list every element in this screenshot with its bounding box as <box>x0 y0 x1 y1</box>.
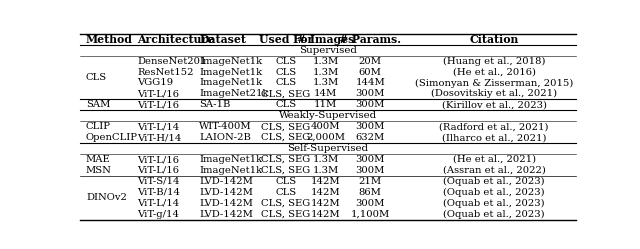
Text: SAM: SAM <box>86 100 110 109</box>
Text: (Simonyan & Zisserman, 2015): (Simonyan & Zisserman, 2015) <box>415 78 573 87</box>
Text: CLS, SEG: CLS, SEG <box>261 122 310 131</box>
Text: ViT-L/16: ViT-L/16 <box>137 166 179 175</box>
Text: CLS: CLS <box>275 67 296 76</box>
Text: 21M: 21M <box>358 177 381 186</box>
Text: ViT-B/14: ViT-B/14 <box>137 188 180 197</box>
Text: 144M: 144M <box>355 78 385 87</box>
Text: (Oquab et al., 2023): (Oquab et al., 2023) <box>444 177 545 186</box>
Text: CLS: CLS <box>275 188 296 197</box>
Text: 60M: 60M <box>359 67 381 76</box>
Text: 14M: 14M <box>314 89 337 98</box>
Text: ImageNet1k: ImageNet1k <box>199 78 262 87</box>
Text: ViT-L/14: ViT-L/14 <box>137 199 179 208</box>
Text: ImageNet21k: ImageNet21k <box>199 89 269 98</box>
Text: (Oquab et al., 2023): (Oquab et al., 2023) <box>444 188 545 197</box>
Text: 142M: 142M <box>310 210 340 219</box>
Text: (Huang et al., 2018): (Huang et al., 2018) <box>443 57 545 66</box>
Text: ImageNet1k: ImageNet1k <box>199 166 262 175</box>
Text: CLS, SEG: CLS, SEG <box>261 133 310 142</box>
Text: 86M: 86M <box>359 188 381 197</box>
Text: LVD-142M: LVD-142M <box>199 188 253 197</box>
Text: (Kirillov et al., 2023): (Kirillov et al., 2023) <box>442 100 547 109</box>
Text: 300M: 300M <box>355 166 385 175</box>
Text: 1.3M: 1.3M <box>312 155 339 164</box>
Text: ViT-g/14: ViT-g/14 <box>137 210 179 219</box>
Text: SA-1B: SA-1B <box>199 100 230 109</box>
Text: Dataset: Dataset <box>199 34 246 45</box>
Text: MAE: MAE <box>86 155 111 164</box>
Text: (Dosovitskiy et al., 2021): (Dosovitskiy et al., 2021) <box>431 89 557 98</box>
Text: 1.3M: 1.3M <box>312 166 339 175</box>
Text: 1,100M: 1,100M <box>351 210 390 219</box>
Text: CLS: CLS <box>275 100 296 109</box>
Text: LVD-142M: LVD-142M <box>199 199 253 208</box>
Text: 20M: 20M <box>358 57 381 65</box>
Text: 1.3M: 1.3M <box>312 78 339 87</box>
Text: OpenCLIP: OpenCLIP <box>86 133 138 142</box>
Text: Architecture: Architecture <box>137 34 214 45</box>
Text: CLS, SEG: CLS, SEG <box>261 210 310 219</box>
Text: ImageNet1k: ImageNet1k <box>199 67 262 76</box>
Text: # Params.: # Params. <box>339 34 401 45</box>
Text: CLS, SEG: CLS, SEG <box>261 155 310 164</box>
Text: 1.3M: 1.3M <box>312 57 339 65</box>
Text: CLS, SEG: CLS, SEG <box>261 89 310 98</box>
Text: 142M: 142M <box>310 199 340 208</box>
Text: Supervised: Supervised <box>299 46 357 55</box>
Text: Citation: Citation <box>470 34 519 45</box>
Text: (Oquab et al., 2023): (Oquab et al., 2023) <box>444 210 545 219</box>
Text: ResNet152: ResNet152 <box>137 67 193 76</box>
Text: WIT-400M: WIT-400M <box>199 122 252 131</box>
Text: ViT-L/16: ViT-L/16 <box>137 89 179 98</box>
Text: (Assran et al., 2022): (Assran et al., 2022) <box>443 166 545 175</box>
Text: Method: Method <box>86 34 133 45</box>
Text: DenseNet201: DenseNet201 <box>137 57 207 65</box>
Text: (Ilharco et al., 2021): (Ilharco et al., 2021) <box>442 133 547 142</box>
Text: 300M: 300M <box>355 122 385 131</box>
Text: ViT-L/14: ViT-L/14 <box>137 122 179 131</box>
Text: 300M: 300M <box>355 199 385 208</box>
Text: 632M: 632M <box>356 133 385 142</box>
Text: CLS, SEG: CLS, SEG <box>261 199 310 208</box>
Text: CLS: CLS <box>275 57 296 65</box>
Text: LVD-142M: LVD-142M <box>199 210 253 219</box>
Text: LAION-2B: LAION-2B <box>199 133 251 142</box>
Text: ViT-L/16: ViT-L/16 <box>137 155 179 164</box>
Text: 2,000M: 2,000M <box>306 133 345 142</box>
Text: ImageNet1k: ImageNet1k <box>199 57 262 65</box>
Text: VGG19: VGG19 <box>137 78 173 87</box>
Text: (He et al., 2021): (He et al., 2021) <box>452 155 536 164</box>
Text: 400M: 400M <box>311 122 340 131</box>
Text: CLS, SEG: CLS, SEG <box>261 166 310 175</box>
Text: ImageNet1k: ImageNet1k <box>199 155 262 164</box>
Text: CLS: CLS <box>86 73 107 82</box>
Text: (He et al., 2016): (He et al., 2016) <box>452 67 536 76</box>
Text: (Oquab et al., 2023): (Oquab et al., 2023) <box>444 199 545 208</box>
Text: CLS: CLS <box>275 78 296 87</box>
Text: CLS: CLS <box>275 177 296 186</box>
Text: LVD-142M: LVD-142M <box>199 177 253 186</box>
Text: CLIP: CLIP <box>86 122 111 131</box>
Text: 142M: 142M <box>310 177 340 186</box>
Text: 11M: 11M <box>314 100 337 109</box>
Text: Self-Supervised: Self-Supervised <box>287 144 369 153</box>
Text: DINOv2: DINOv2 <box>86 193 127 202</box>
Text: 300M: 300M <box>355 100 385 109</box>
Text: 1.3M: 1.3M <box>312 67 339 76</box>
Text: Used For: Used For <box>259 34 313 45</box>
Text: MSN: MSN <box>86 166 112 175</box>
Text: 142M: 142M <box>310 188 340 197</box>
Text: 300M: 300M <box>355 89 385 98</box>
Text: Weakly-Supervised: Weakly-Supervised <box>279 111 377 120</box>
Text: ViT-H/14: ViT-H/14 <box>137 133 181 142</box>
Text: # Images: # Images <box>297 34 354 45</box>
Text: (Radford et al., 2021): (Radford et al., 2021) <box>440 122 549 131</box>
Text: 300M: 300M <box>355 155 385 164</box>
Text: ViT-S/14: ViT-S/14 <box>137 177 180 186</box>
Text: ViT-L/16: ViT-L/16 <box>137 100 179 109</box>
